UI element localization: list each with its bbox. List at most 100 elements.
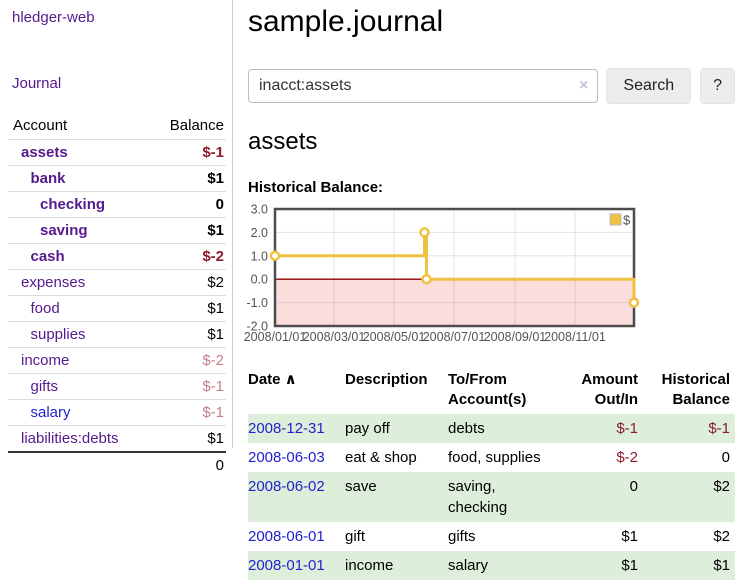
account-row: saving $1 <box>8 217 226 244</box>
balance-chart-svg: $3.0 2.0 1.0 0.0 -1.0 -2.02008/01/012008/03/0… <box>244 203 640 344</box>
page-title: sample.journal <box>248 5 444 38</box>
sidebar-account-link[interactable]: liabilities:debts <box>21 430 119 447</box>
register-accounts-cell: gifts <box>448 527 476 545</box>
register-date-link[interactable]: 2008-06-02 <box>248 477 325 495</box>
app-title[interactable]: hledger-web <box>12 9 95 26</box>
main-content: sample.journal × Search ? assets Histori… <box>244 0 735 580</box>
register-column-header: Amount Out/In <box>581 371 638 409</box>
search-input[interactable] <box>248 69 599 103</box>
accounts-header-account: Account <box>13 117 68 134</box>
sidebar-account-link[interactable]: assets <box>21 144 68 161</box>
svg-text:2.0: 2.0 <box>251 226 268 240</box>
sidebar-account-link[interactable]: cash <box>30 248 65 265</box>
account-row: liabilities:debts $1 <box>8 425 226 452</box>
register-balance-cell: 0 <box>721 448 730 466</box>
svg-text:3.0: 3.0 <box>251 203 268 217</box>
account-row: supplies $1 <box>8 321 226 348</box>
register-amount-cell: $1 <box>560 550 643 580</box>
svg-text:2008/05/01: 2008/05/01 <box>363 330 426 344</box>
search-button[interactable]: Search <box>606 68 692 104</box>
accounts-table: Account Balance assets $-1 bank $1 checking 0… <box>8 113 226 478</box>
account-balance: 0 <box>149 191 226 218</box>
register-row: 2008-06-03 eat & shop food, supplies $-2 0 <box>248 443 735 472</box>
account-row: bank $1 <box>8 165 226 192</box>
register-description-cell: save <box>345 471 448 522</box>
register-table: Date ∧ Description To/From Account(s) Amoun… <box>248 367 735 580</box>
sidebar-account-link[interactable]: gifts <box>30 378 59 395</box>
account-row: cash $-2 <box>8 243 226 270</box>
account-row: expenses $2 <box>8 269 226 296</box>
register-header-row: Date ∧ Description To/From Account(s) Amoun… <box>248 367 735 414</box>
clear-search-icon[interactable]: × <box>579 77 589 94</box>
account-row: food $1 <box>8 295 226 322</box>
nav-journal-link[interactable]: Journal <box>12 75 62 92</box>
svg-text:2008/03/01: 2008/03/01 <box>303 330 366 344</box>
svg-text:2008/07/01: 2008/07/01 <box>423 330 486 344</box>
register-date-link[interactable]: 2008-01-01 <box>248 556 325 574</box>
register-amount-cell: $1 <box>621 527 638 545</box>
sidebar-account-link[interactable]: saving <box>40 222 88 239</box>
sidebar-account-link[interactable]: bank <box>30 170 66 187</box>
register-date-cell: 2008-12-31 <box>248 413 345 443</box>
search-form: × Search ? <box>248 68 735 104</box>
register-date-cell: 2008-06-01 <box>248 522 345 551</box>
register-date-link[interactable]: 2008-12-31 <box>248 419 325 437</box>
svg-text:0.0: 0.0 <box>251 273 268 287</box>
register-column-header[interactable]: Date ∧ <box>248 371 297 388</box>
register-row: 2008-12-31 pay off debts $-1 $-1 <box>248 413 735 443</box>
sidebar-account-link[interactable]: salary <box>30 404 71 421</box>
accounts-header-balance: Balance <box>169 117 224 134</box>
sidebar-account-link[interactable]: supplies <box>30 326 86 343</box>
register-date-link[interactable]: 2008-06-01 <box>248 527 325 545</box>
register-column-header: Description <box>345 371 428 388</box>
account-row: gifts $-1 <box>8 373 226 400</box>
register-amount-cell: 0 <box>560 471 643 522</box>
account-balance: $1 <box>149 321 226 348</box>
help-button[interactable]: ? <box>700 68 735 104</box>
register-balance-cell: $2 <box>713 527 730 545</box>
account-balance: $-2 <box>149 243 226 270</box>
register-date-link[interactable]: 2008-06-03 <box>248 448 325 466</box>
svg-text:$: $ <box>623 213 631 228</box>
account-balance: $1 <box>149 217 226 244</box>
account-balance: $-1 <box>149 399 226 426</box>
accounts-total-row: 0 <box>8 451 226 478</box>
register-accounts-cell: food, supplies <box>448 448 541 466</box>
svg-text:-1.0: -1.0 <box>246 296 268 310</box>
chart-heading: Historical Balance: <box>248 179 384 196</box>
account-balance: $-1 <box>149 139 226 166</box>
register-amount-cell: $-2 <box>616 448 638 466</box>
svg-text:2008/01/01: 2008/01/01 <box>244 330 307 344</box>
svg-text:-2.0: -2.0 <box>246 320 268 334</box>
sidebar-account-link[interactable]: expenses <box>21 274 86 291</box>
account-balance: $1 <box>149 295 226 322</box>
sort-ascending-icon[interactable]: ∧ <box>280 371 297 388</box>
historical-balance-chart: $3.0 2.0 1.0 0.0 -1.0 -2.0 2008/01/01 2008/03/0… <box>244 203 735 346</box>
register-accounts-cell: debts <box>448 413 560 443</box>
register-description-cell: pay off <box>345 413 448 443</box>
register-balance-cell: $2 <box>643 471 735 522</box>
register-row: 2008-06-02 save saving, checking 0 $2 <box>248 471 735 522</box>
account-balance: $-1 <box>149 373 226 400</box>
sidebar: hledger-web Journal Account Balance asse… <box>0 0 233 478</box>
svg-text:2008/09/01: 2008/09/01 <box>484 330 547 344</box>
sidebar-account-link[interactable]: checking <box>40 196 106 213</box>
register-description-cell: eat & shop <box>345 448 417 466</box>
search-box: × <box>248 69 599 103</box>
register-date-cell: 2008-06-03 <box>248 443 345 472</box>
account-balance: $-2 <box>149 347 226 374</box>
register-date-cell: 2008-06-02 <box>248 471 345 522</box>
register-date-cell: 2008-01-01 <box>248 550 345 580</box>
register-balance-cell: $-1 <box>643 413 735 443</box>
sidebar-account-link[interactable]: income <box>21 352 70 369</box>
register-column-header: Historical Balance <box>661 371 730 409</box>
register-description-cell: gift <box>345 527 366 545</box>
svg-text:2008/11/01: 2008/11/01 <box>544 330 606 344</box>
register-amount-cell: $-1 <box>560 413 643 443</box>
account-row: salary $-1 <box>8 399 226 426</box>
account-balance: $2 <box>149 269 226 296</box>
register-description-cell: income <box>345 550 448 580</box>
sidebar-account-link[interactable]: food <box>30 300 60 317</box>
account-title: assets <box>248 128 318 155</box>
account-row: checking 0 <box>8 191 226 218</box>
